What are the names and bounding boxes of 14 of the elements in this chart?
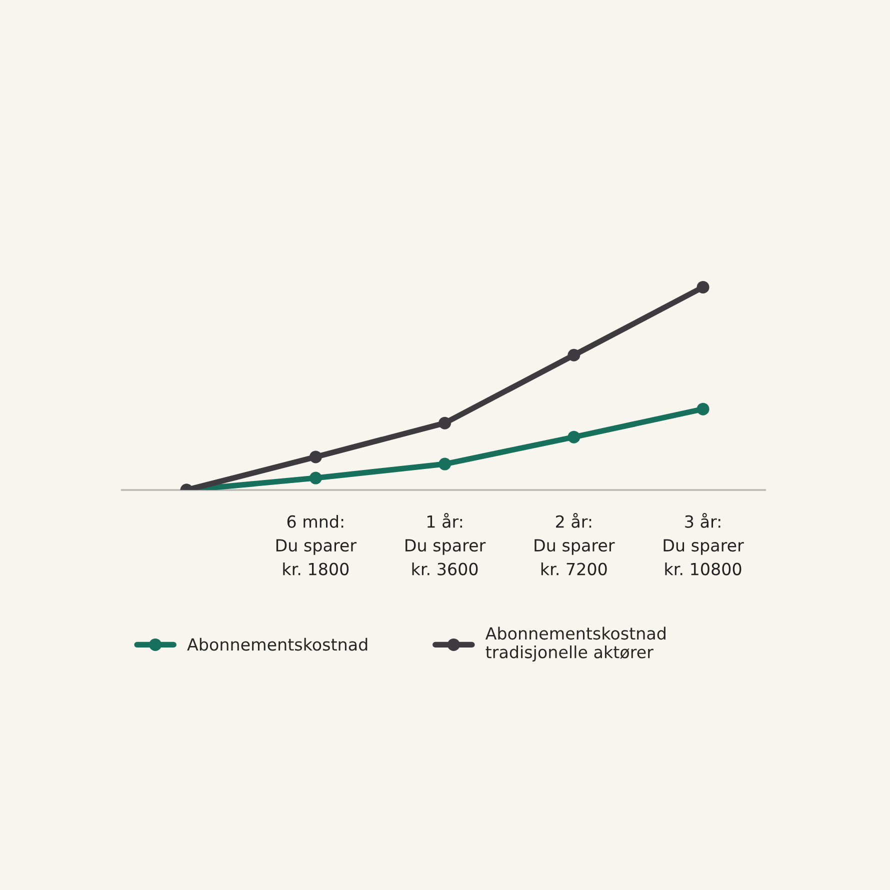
point <box>309 450 322 464</box>
x-tick-label: 6 mnd: Du sparer kr. 1800 <box>276 515 357 576</box>
x-tick-label: 2 år: Du sparer kr. 7200 <box>534 513 615 576</box>
point <box>568 348 580 362</box>
point <box>568 430 580 444</box>
x-tick-label: 1 år: Du sparer kr. 3600 <box>406 513 486 576</box>
legend-label: Abonnementskostnad <box>187 638 368 651</box>
point <box>438 458 452 470</box>
x-tick-label: 3 år: Du sparer kr. 10800 <box>664 513 744 576</box>
point <box>309 472 322 484</box>
point <box>696 402 710 416</box>
legend-label: Abonnementskostnad tradisjonelle aktører <box>485 626 666 662</box>
point <box>696 280 710 294</box>
point <box>438 416 452 430</box>
